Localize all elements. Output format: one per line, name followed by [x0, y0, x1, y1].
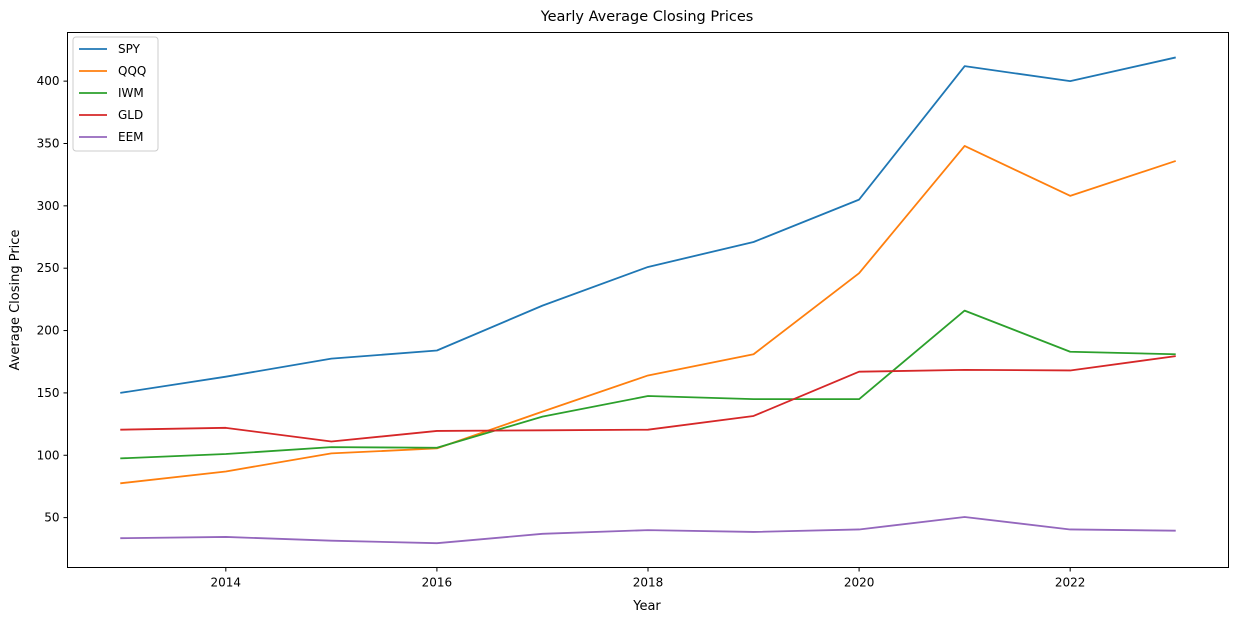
x-tick-label: 2018: [633, 576, 664, 590]
x-tick-label: 2022: [1055, 576, 1086, 590]
y-tick-label: 50: [44, 511, 59, 525]
y-axis: 50 100 150 200 250 300 350 400: [37, 74, 68, 525]
x-axis: 2014 2016 2018 2020 2022: [211, 567, 1086, 590]
y-tick-label: 200: [37, 324, 60, 338]
chart-title: Yearly Average Closing Prices: [540, 9, 754, 25]
y-tick-label: 400: [37, 74, 60, 88]
y-tick-label: 100: [37, 448, 60, 462]
legend-label-iwm: IWM: [118, 86, 144, 100]
y-tick-label: 350: [37, 136, 60, 150]
series-line-eem: [120, 516, 1176, 545]
legend-label-spy: SPY: [118, 42, 141, 56]
series-line-spy: [120, 56, 1176, 394]
y-tick-label: 300: [37, 199, 60, 213]
legend-label-eem: EEM: [118, 130, 144, 144]
x-tick-label: 2020: [844, 576, 875, 590]
series-lines: [120, 56, 1177, 545]
y-tick-label: 150: [37, 386, 60, 400]
series-line-gld: [120, 355, 1176, 443]
y-axis-title: Average Closing Price: [8, 230, 23, 371]
legend-label-gld: GLD: [118, 108, 143, 122]
y-tick-label: 250: [37, 261, 60, 275]
series-line-iwm: [120, 309, 1176, 460]
legend-label-qqq: QQQ: [118, 64, 146, 78]
legend-box: [72, 36, 159, 152]
x-tick-label: 2016: [422, 576, 453, 590]
x-axis-title: Year: [632, 599, 661, 614]
x-tick-label: 2014: [211, 576, 242, 590]
series-line-qqq: [120, 145, 1177, 485]
legend: SPY QQQ IWM GLD EEM: [72, 36, 159, 152]
